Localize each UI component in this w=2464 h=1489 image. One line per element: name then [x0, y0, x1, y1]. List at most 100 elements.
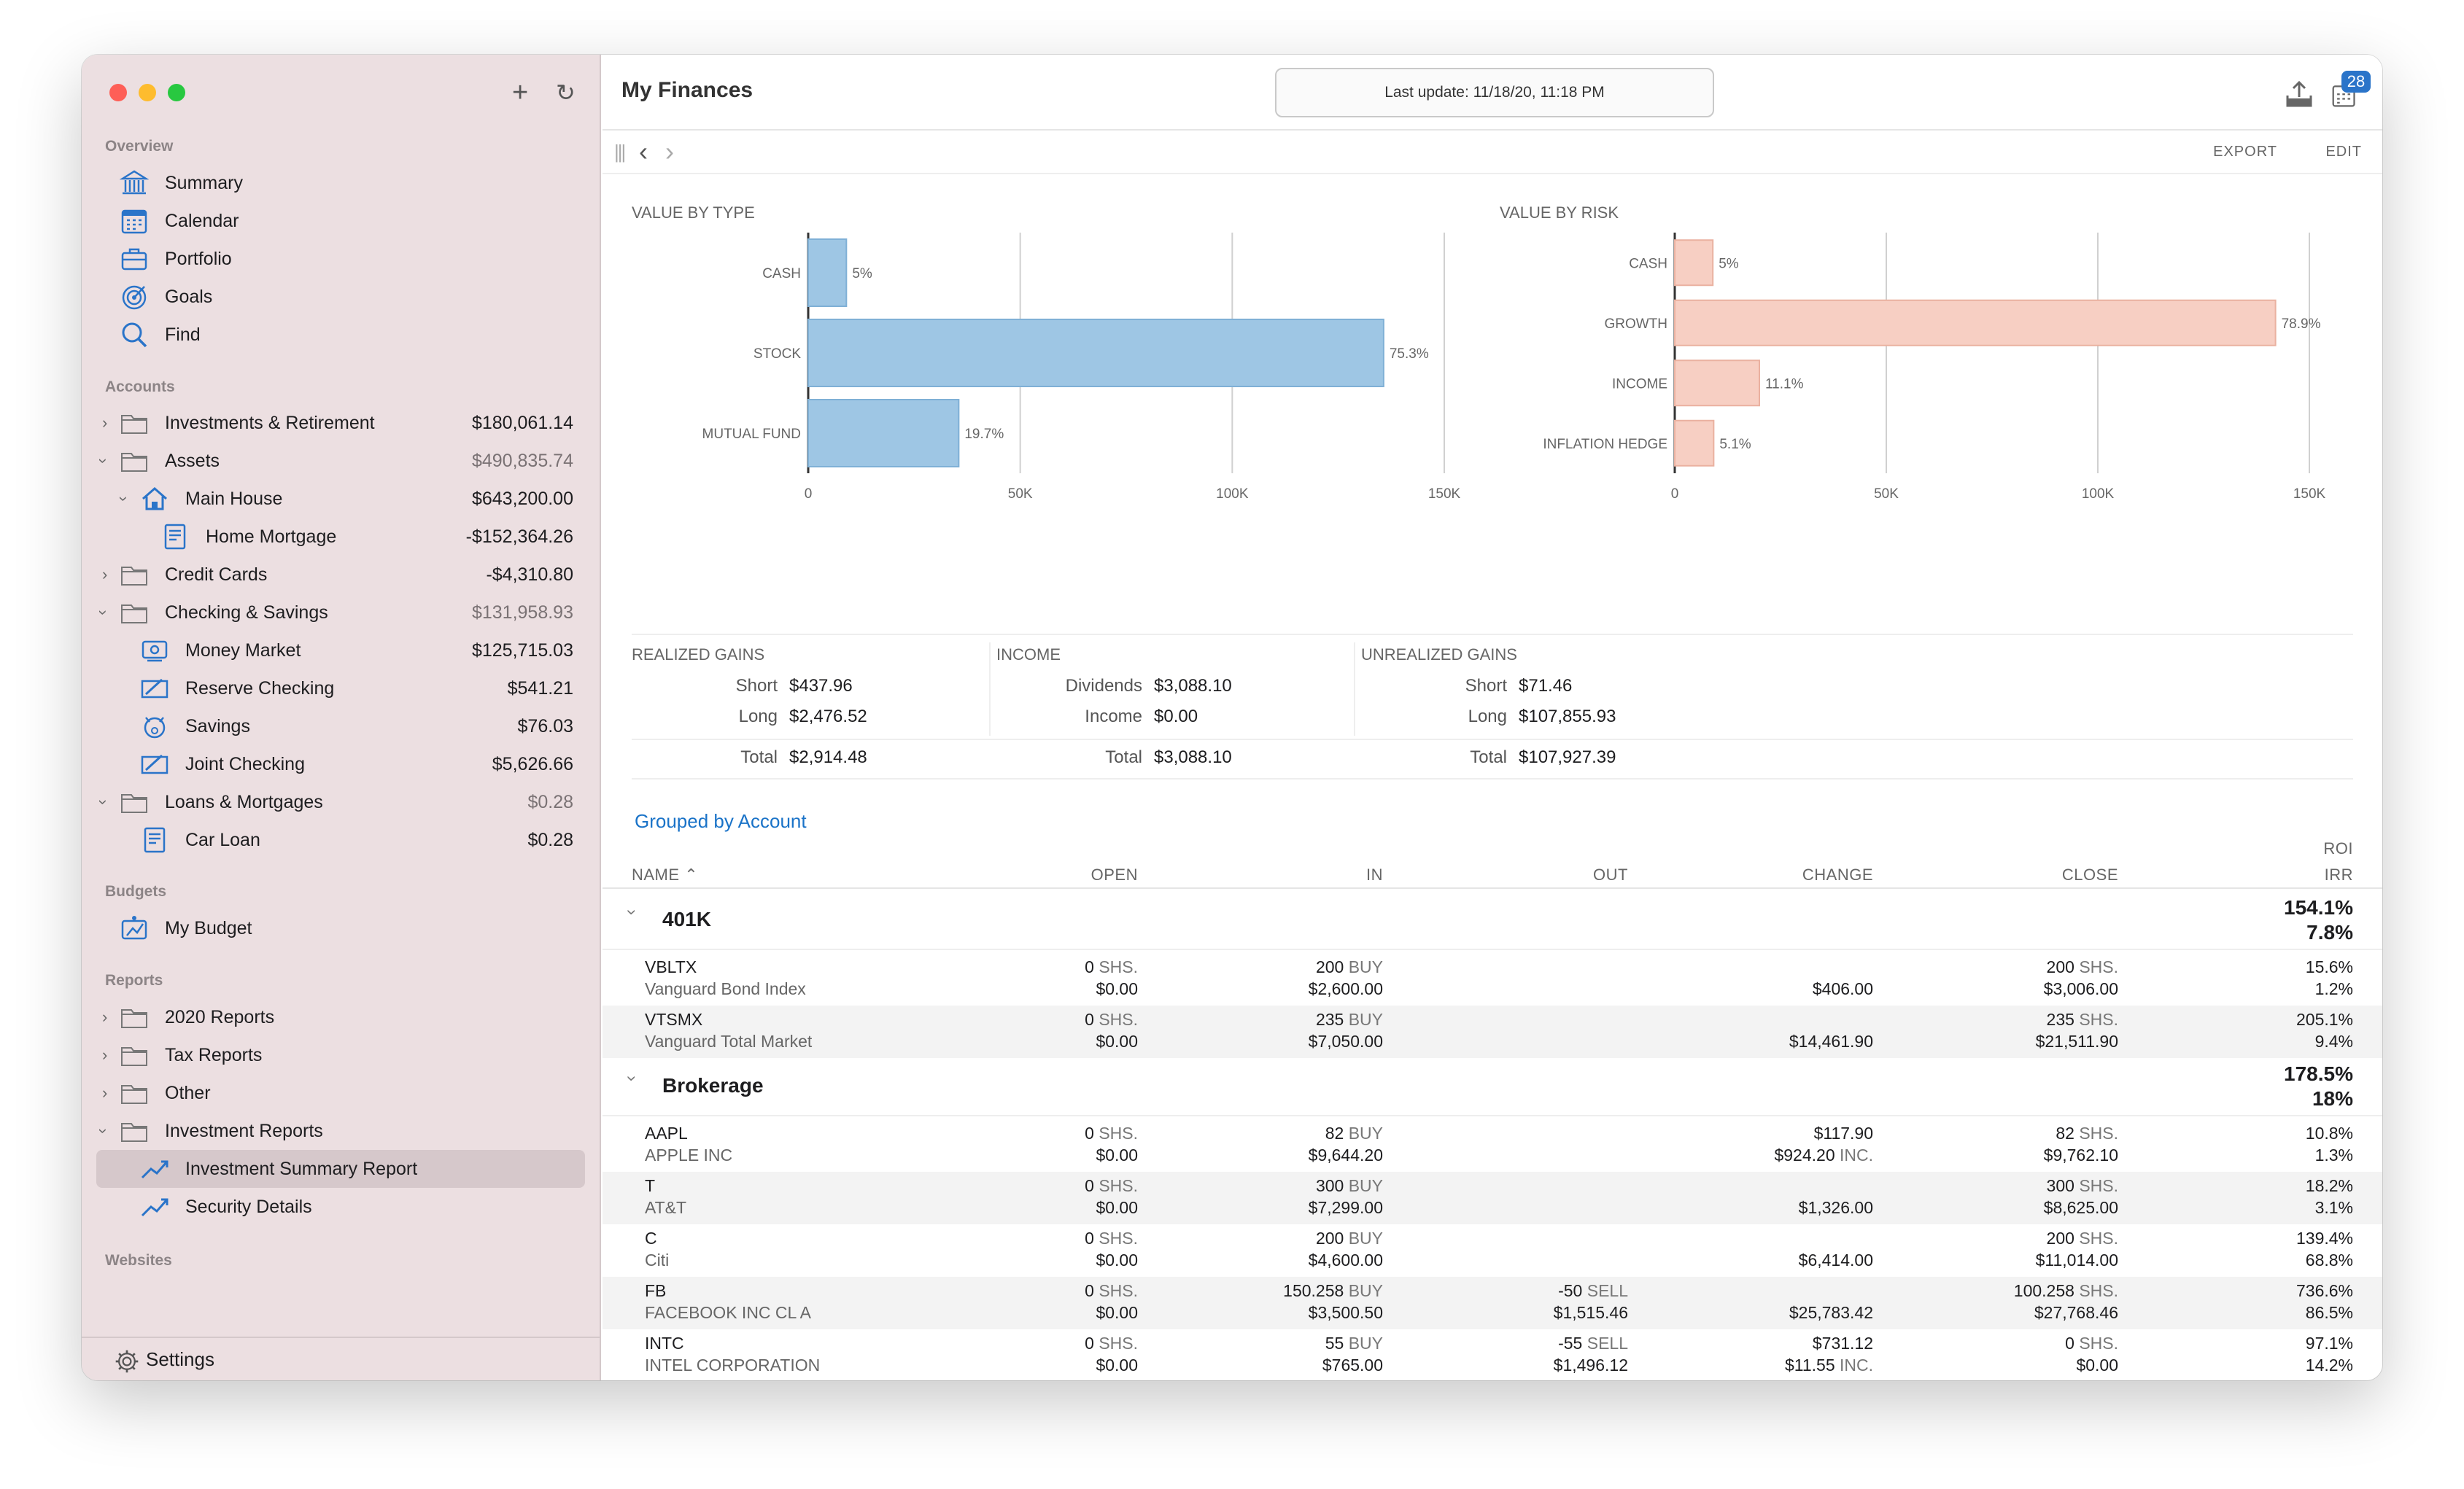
sidebar-report-tax[interactable]: › Tax Reports: [82, 1036, 601, 1074]
folder-icon: [121, 794, 147, 813]
bar-growth[interactable]: [1674, 299, 2277, 346]
sidebar-account-savings[interactable]: Savings $76.03: [82, 707, 601, 745]
forward-arrow-icon[interactable]: ›: [665, 136, 674, 166]
chevron-right-icon[interactable]: ›: [102, 413, 108, 432]
cell-unit: SHS.: [2079, 1229, 2118, 1248]
sidebar-item-calendar[interactable]: Calendar: [82, 202, 601, 240]
sidebar-toggle-icon[interactable]: |||: [614, 141, 626, 163]
sidebar-report-investment-summary[interactable]: Investment Summary Report: [82, 1150, 601, 1188]
sidebar-account-investments[interactable]: › Investments & Retirement $180,061.14: [82, 404, 601, 442]
cell-value: $6,414.00: [1798, 1251, 1873, 1270]
table-row[interactable]: AAPL APPLE INC 0 SHS. $0.00 82 BUY $9,644.20 …: [603, 1119, 2382, 1172]
refresh-icon[interactable]: ↻: [556, 79, 576, 106]
chevron-down-icon[interactable]: ›: [94, 799, 113, 805]
sidebar-account-joint-checking[interactable]: Joint Checking $5,626.66: [82, 745, 601, 783]
column-header-irr[interactable]: IRR: [2324, 866, 2353, 884]
add-icon[interactable]: +: [512, 77, 529, 108]
account-label: Credit Cards: [165, 564, 268, 585]
chevron-down-icon[interactable]: ›: [622, 909, 642, 915]
bar-cash[interactable]: [807, 238, 848, 307]
sidebar-report-2020[interactable]: › 2020 Reports: [82, 998, 601, 1036]
sidebar-account-checking-savings[interactable]: › Checking & Savings $131,958.93: [82, 594, 601, 631]
briefcase-icon: [121, 248, 147, 271]
group-name: Brokerage: [662, 1074, 764, 1097]
sidebar-item-find[interactable]: Find: [82, 316, 601, 354]
cell-value: 0: [1085, 1281, 1094, 1300]
export-button[interactable]: EXPORT: [2213, 144, 2277, 160]
chevron-down-icon[interactable]: ›: [94, 610, 113, 615]
x-tick-label: 100K: [2082, 486, 2115, 502]
title-bar: My Finances Last update: 11/18/20, 11:18…: [603, 55, 2382, 131]
sidebar-account-loans-mortgages[interactable]: › Loans & Mortgages $0.28: [82, 783, 601, 821]
table-row[interactable]: T AT&T 0 SHS. $0.00 300 BUY $7,299.00 $1,326.…: [603, 1172, 2382, 1224]
table-row[interactable]: C Citi 0 SHS. $0.00 200 BUY $4,600.00 $6,414.…: [603, 1224, 2382, 1277]
sidebar-account-car-loan[interactable]: Car Loan $0.28: [82, 821, 601, 859]
sidebar-item-summary[interactable]: Summary: [82, 164, 601, 202]
chevron-right-icon[interactable]: ›: [102, 565, 108, 583]
sidebar-item-goals[interactable]: Goals: [82, 278, 601, 316]
grouped-by-account-link[interactable]: Grouped by Account: [635, 810, 807, 832]
chevron-right-icon[interactable]: ›: [102, 1084, 108, 1102]
bar-income[interactable]: [1674, 359, 1760, 407]
minimize-window-button[interactable]: [139, 84, 156, 101]
bar-inflation-hedge[interactable]: [1674, 419, 1715, 467]
value-by-risk-chart: 0 50K 100K 150K CASH 5% GROWTH 78.9% INCOME 11.1%…: [1543, 233, 2326, 502]
cell-change-bottom: $6,414.00: [1799, 1249, 1873, 1271]
cell-out-bottom: $1,496.12: [1554, 1354, 1628, 1376]
sidebar-account-reserve-checking[interactable]: Reserve Checking $541.21: [82, 669, 601, 707]
sidebar-account-main-house[interactable]: › Main House $643,200.00: [82, 480, 601, 518]
bar-stock[interactable]: [807, 319, 1384, 387]
cell-value: 14.2%: [2305, 1356, 2353, 1375]
cell-change-bottom: $14,461.90: [1789, 1030, 1873, 1052]
cell-roi-irr-bottom: 1.3%: [2315, 1144, 2353, 1166]
chevron-down-icon[interactable]: ›: [94, 458, 113, 464]
back-arrow-icon[interactable]: ‹: [639, 136, 648, 166]
zoom-window-button[interactable]: [168, 84, 185, 101]
chevron-down-icon[interactable]: ›: [622, 1076, 642, 1081]
cell-value: $11.55: [1784, 1356, 1835, 1375]
section-websites: Websites: [105, 1252, 172, 1269]
gain-key: Income: [1085, 707, 1142, 726]
cell-unit: INC.: [1840, 1146, 1873, 1165]
sidebar-account-credit-cards[interactable]: › Credit Cards -$4,310.80: [82, 556, 601, 594]
chevron-down-icon[interactable]: ›: [115, 496, 133, 502]
cell-close-top: 235 SHS.: [2047, 1008, 2118, 1030]
account-amount: $180,061.14: [471, 413, 573, 433]
close-window-button[interactable]: [109, 84, 127, 101]
chevron-right-icon[interactable]: ›: [102, 1046, 108, 1064]
settings-button[interactable]: Settings: [82, 1337, 601, 1380]
column-header-out[interactable]: OUT: [1593, 866, 1628, 884]
column-header-roi[interactable]: ROI: [2323, 839, 2353, 858]
last-update-status[interactable]: Last update: 11/18/20, 11:18 PM: [1275, 68, 1714, 117]
sidebar-account-home-mortgage[interactable]: Home Mortgage -$152,364.26: [82, 518, 601, 556]
cell-value: 0: [2065, 1334, 2074, 1353]
column-header-open[interactable]: OPEN: [1090, 866, 1138, 884]
bar-cash[interactable]: [1674, 239, 1714, 287]
share-icon[interactable]: [2285, 79, 2314, 109]
table-row[interactable]: VTSMX Vanguard Total Market 0 SHS. $0.00 235…: [603, 1006, 2382, 1058]
sidebar-report-security-details[interactable]: Security Details: [82, 1188, 601, 1226]
sidebar-report-investment[interactable]: › Investment Reports: [82, 1112, 601, 1150]
table-row[interactable]: INTC INTEL CORPORATION 0 SHS. $0.00 55 BUY $7…: [603, 1329, 2382, 1380]
column-header-close[interactable]: CLOSE: [2061, 866, 2118, 884]
sidebar-item-my-budget[interactable]: My Budget: [82, 909, 601, 947]
group-header-row[interactable]: › Brokerage 178.5% 18%: [603, 1058, 2382, 1116]
cell-value: $8,625.00: [2043, 1198, 2118, 1217]
column-header-change[interactable]: CHANGE: [1802, 866, 1873, 884]
column-header-in[interactable]: IN: [1366, 866, 1383, 884]
group-header-row[interactable]: › 401K 154.1% 7.8%: [603, 892, 2382, 950]
sidebar-account-money-market[interactable]: Money Market $125,715.03: [82, 631, 601, 669]
sidebar-report-other[interactable]: › Other: [82, 1074, 601, 1112]
cell-close-top: 200 SHS.: [2047, 956, 2118, 978]
cell-unit: SHS.: [2079, 1124, 2118, 1143]
edit-button[interactable]: EDIT: [2325, 144, 2362, 160]
sidebar-account-assets[interactable]: › Assets $490,835.74: [82, 442, 601, 480]
sidebar-item-portfolio[interactable]: Portfolio: [82, 240, 601, 278]
column-header-name[interactable]: NAME ⌃: [632, 866, 698, 885]
table-row[interactable]: VBLTX Vanguard Bond Index 0 SHS. $0.00 200 B…: [603, 953, 2382, 1006]
sidebar-item-label: Investment Summary Report: [185, 1159, 418, 1179]
chevron-right-icon[interactable]: ›: [102, 1008, 108, 1026]
bar-mutual-fund[interactable]: [807, 399, 960, 467]
chevron-down-icon[interactable]: ›: [94, 1128, 113, 1134]
